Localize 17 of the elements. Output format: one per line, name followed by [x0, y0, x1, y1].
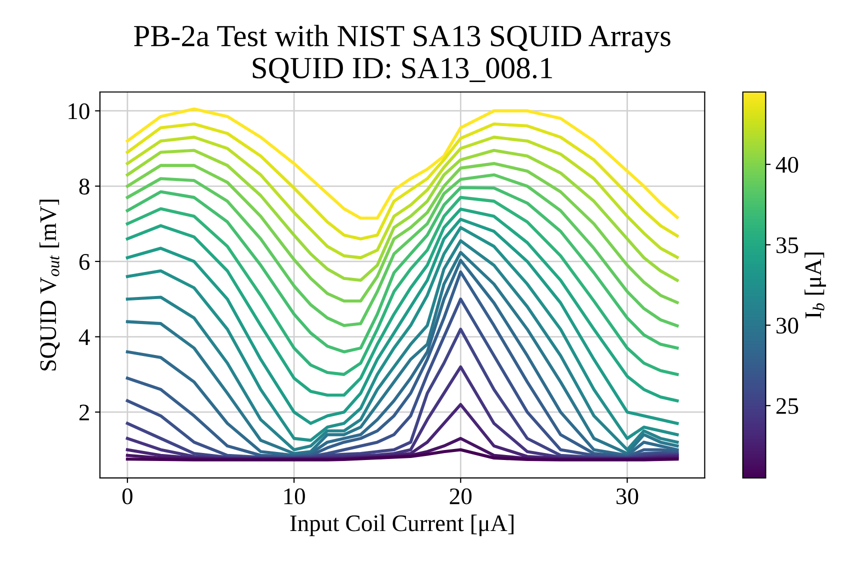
- y-tick-label: 8: [79, 178, 90, 195]
- y-tick-label: 2: [79, 404, 89, 420]
- y-tick-label: 10: [68, 103, 90, 120]
- x-tick-label: 10: [284, 488, 305, 504]
- color-bar-title: I$_{b}$ [μA]: [804, 252, 826, 318]
- y-tick-label: 4: [78, 329, 90, 345]
- x-tick-label: 30: [616, 488, 638, 504]
- color-bar-label: 40: [776, 156, 798, 173]
- y-tick-label: 6: [79, 254, 90, 270]
- color-bar-label: 30: [776, 318, 798, 334]
- chart-title: PB-2a Test with NIST SA13 SQUID Arrays SQUID ID: SA13_008.1: [134, 24, 670, 84]
- color-bar-label: 35: [776, 237, 798, 254]
- x-axis-title: Input Coil Current [μA]: [290, 514, 514, 536]
- x-tick-label: 0: [122, 488, 132, 504]
- color-bar-label: 25: [776, 398, 798, 414]
- x-tick-label: 20: [450, 488, 472, 504]
- y-axis-title: SQUID V$_{out}$ [mV]: [40, 200, 60, 370]
